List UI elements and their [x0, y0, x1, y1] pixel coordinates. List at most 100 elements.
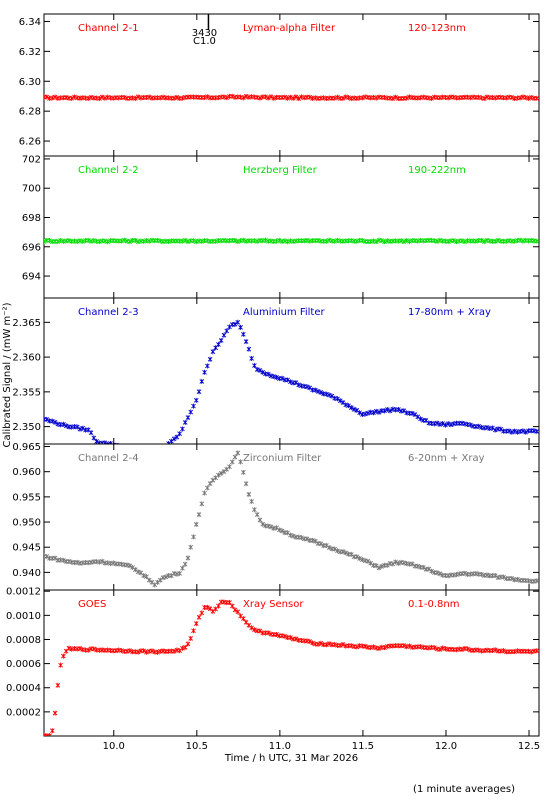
data-point: [44, 554, 50, 560]
data-point: [492, 238, 498, 244]
data-point: [509, 429, 515, 435]
data-point: [304, 384, 310, 390]
data-point: [365, 558, 371, 564]
data-series: [44, 93, 539, 102]
data-point: [481, 239, 487, 245]
data-point: [174, 94, 180, 100]
data-point: [376, 645, 382, 651]
panel-4: 0.940 0.945 0.950 0.955 0.960 0.965 Channel 2-…: [12, 442, 540, 591]
data-point: [238, 324, 243, 330]
data-point: [99, 558, 105, 564]
data-point: [348, 405, 354, 411]
data-point: [390, 561, 396, 567]
data-point: [528, 94, 534, 100]
data-point: [346, 403, 351, 409]
data-series: [44, 319, 539, 444]
data-point: [462, 570, 468, 576]
data-point: [66, 238, 72, 244]
data-point: [74, 424, 80, 430]
panel-label: Channel 2-2: [78, 165, 139, 176]
y-tick-label: 694: [22, 272, 41, 283]
data-point: [55, 239, 61, 245]
data-point: [288, 94, 293, 100]
data-point: [434, 238, 440, 244]
data-point: [415, 414, 421, 420]
data-point: [196, 614, 202, 620]
data-point: [229, 459, 235, 465]
data-point: [171, 95, 177, 101]
x-tick-label: 10.5: [186, 741, 208, 752]
data-point: [199, 501, 205, 507]
y-tick-label: 0.945: [12, 543, 41, 554]
data-point: [404, 644, 409, 650]
panel-label: 190-222nm: [408, 165, 466, 176]
data-point: [221, 94, 227, 100]
data-point: [396, 406, 401, 412]
data-point: [188, 544, 194, 550]
data-point: [119, 648, 124, 654]
data-point: [252, 363, 257, 369]
data-point: [119, 238, 124, 244]
data-point: [401, 239, 407, 245]
data-point: [290, 533, 296, 539]
data-point: [293, 94, 299, 100]
data-point: [288, 532, 293, 538]
data-point: [202, 95, 207, 101]
data-point: [517, 95, 523, 101]
data-point: [191, 403, 196, 409]
y-tick-label: 702: [22, 154, 41, 165]
data-point: [282, 633, 288, 639]
data-point: [227, 464, 232, 470]
data-point: [224, 95, 230, 101]
data-point: [501, 648, 506, 654]
data-point: [274, 374, 279, 380]
data-point: [479, 237, 484, 243]
data-point: [534, 428, 539, 434]
data-point: [77, 426, 83, 432]
data-point: [451, 94, 457, 100]
data-point: [44, 239, 47, 245]
data-point: [105, 239, 110, 245]
data-point: [94, 438, 99, 444]
panel-frame: [43, 155, 540, 299]
data-point: [155, 579, 160, 585]
data-point: [481, 96, 487, 102]
data-point: [182, 561, 188, 567]
data-point: [113, 442, 119, 444]
data-point: [193, 397, 199, 403]
data-point: [465, 646, 470, 652]
data-point: [265, 95, 271, 101]
data-point: [523, 429, 529, 435]
data-point: [210, 477, 216, 483]
data-point: [44, 416, 50, 422]
data-point: [61, 653, 66, 659]
panel-5: 0.0002 0.0004 0.0006 0.0008 0.0010 0.0012 GOES…: [6, 587, 540, 737]
y-tick-label: 6.34: [19, 17, 41, 28]
data-point: [379, 238, 385, 244]
data-point: [299, 535, 304, 541]
panel-frame: [43, 13, 540, 157]
data-point: [407, 643, 412, 649]
data-point: [174, 571, 180, 577]
data-point: [401, 408, 407, 414]
data-point: [199, 378, 205, 384]
data-point: [326, 392, 332, 398]
data-point: [288, 379, 293, 385]
data-point: [362, 411, 368, 417]
data-point: [528, 649, 534, 655]
data-point: [180, 426, 185, 432]
data-point: [445, 421, 451, 427]
data-point: [304, 237, 310, 243]
data-point: [299, 94, 304, 100]
data-point: [268, 94, 274, 100]
data-point: [44, 732, 47, 736]
data-point: [404, 238, 409, 243]
data-point: [218, 337, 224, 343]
data-point: [260, 521, 266, 527]
data-point: [169, 438, 174, 444]
data-point: [382, 408, 387, 414]
data-point: [249, 355, 254, 361]
data-point: [202, 490, 207, 496]
data-point: [534, 648, 539, 654]
data-point: [490, 648, 495, 654]
